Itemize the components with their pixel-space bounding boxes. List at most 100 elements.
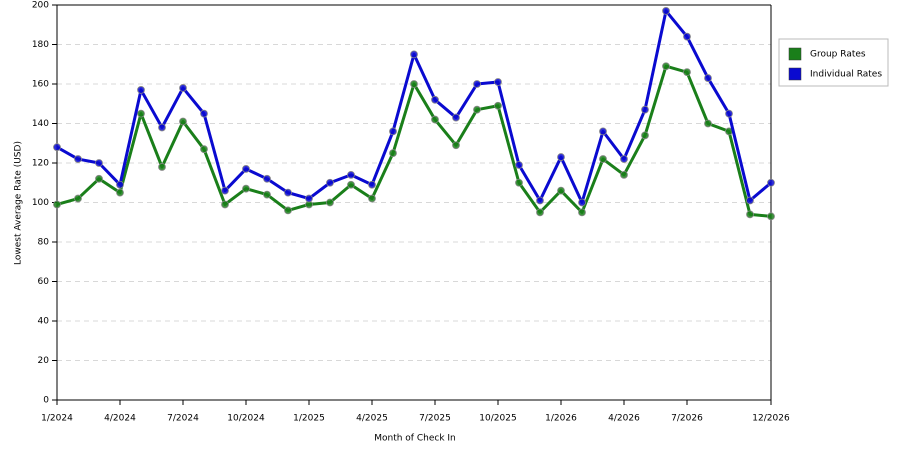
point: [620, 155, 628, 163]
y-tick-label: 200: [32, 1, 49, 11]
point: [263, 174, 271, 183]
x-tick-label: 1/2025: [293, 414, 325, 424]
y-tick-label: 120: [32, 159, 49, 169]
point: [515, 178, 523, 187]
point: [578, 208, 586, 217]
y-tick-label: 0: [43, 396, 49, 406]
point: [347, 170, 355, 179]
point: [683, 68, 691, 77]
point: [410, 80, 418, 88]
x-tick-label: 4/2025: [356, 414, 388, 424]
point: [599, 127, 607, 136]
point: [242, 165, 250, 173]
point: [620, 170, 628, 179]
x-tick-label: 7/2026: [671, 414, 703, 424]
point: [473, 80, 481, 88]
point: [200, 109, 208, 118]
point: [95, 174, 103, 183]
point: [221, 200, 229, 209]
point: [557, 153, 565, 161]
point: [200, 145, 208, 154]
point: [389, 149, 397, 158]
point: [725, 109, 733, 118]
legend-swatch: [788, 67, 802, 81]
point: [515, 161, 523, 169]
x-tick-label: 4/2026: [608, 414, 640, 424]
point: [116, 180, 124, 189]
y-tick-label: 20: [38, 356, 50, 366]
legend-label: Individual Rates: [810, 70, 882, 80]
point: [767, 212, 775, 221]
point: [746, 210, 754, 219]
legend-swatch: [788, 47, 802, 61]
series-line: [56, 9, 772, 204]
point: [767, 178, 775, 187]
point: [221, 186, 229, 195]
point: [368, 194, 376, 203]
y-tick-label: 100: [32, 198, 49, 208]
point: [74, 194, 82, 203]
point: [662, 62, 670, 71]
x-tick-label: 1/2024: [41, 414, 73, 424]
point: [158, 163, 166, 171]
point: [389, 127, 397, 136]
point: [116, 188, 124, 197]
point: [431, 115, 439, 124]
point: [557, 186, 565, 195]
point: [431, 95, 439, 104]
x-axis-label: Month of Check In: [374, 434, 456, 444]
point: [137, 86, 145, 94]
x-tick-label: 1/2026: [545, 414, 577, 424]
point: [284, 206, 292, 215]
x-tick-label: 12/2026: [752, 414, 790, 424]
point: [158, 123, 166, 132]
point: [452, 113, 460, 122]
point: [137, 109, 145, 118]
point: [494, 101, 502, 110]
point: [746, 196, 754, 205]
point: [53, 200, 61, 209]
point: [179, 84, 187, 92]
x-tick-label: 7/2024: [167, 414, 199, 424]
x-tick-label: 10/2024: [227, 414, 265, 424]
point: [536, 196, 544, 205]
point: [494, 78, 502, 86]
y-tick-label: 140: [32, 119, 49, 129]
x-tick-label: 10/2025: [479, 414, 516, 424]
point: [473, 105, 481, 114]
point: [641, 105, 649, 114]
point: [410, 50, 418, 59]
x-tick-label: 4/2024: [104, 414, 136, 424]
point: [305, 194, 313, 203]
point: [263, 190, 271, 199]
point: [704, 119, 712, 128]
point: [326, 198, 334, 207]
point: [53, 143, 61, 152]
point: [284, 188, 292, 197]
point: [179, 117, 187, 126]
point: [95, 159, 103, 167]
point: [599, 155, 607, 163]
point: [326, 178, 334, 187]
point: [74, 155, 82, 163]
point: [704, 74, 712, 82]
point: [368, 180, 376, 189]
point: [242, 184, 250, 193]
legend-label: Group Rates: [810, 50, 866, 60]
point: [452, 141, 460, 150]
point: [536, 208, 544, 217]
point: [662, 7, 670, 15]
series-line: [56, 64, 772, 218]
y-axis-label: Lowest Average Rate (USD): [14, 141, 24, 265]
y-tick-label: 60: [38, 277, 50, 287]
y-tick-label: 180: [32, 40, 49, 50]
x-tick-label: 7/2025: [419, 414, 451, 424]
y-tick-label: 40: [38, 317, 50, 327]
point: [683, 32, 691, 41]
point: [578, 198, 586, 207]
point: [347, 180, 355, 189]
y-tick-label: 80: [38, 238, 50, 248]
y-tick-label: 160: [32, 80, 49, 90]
point: [641, 131, 649, 140]
